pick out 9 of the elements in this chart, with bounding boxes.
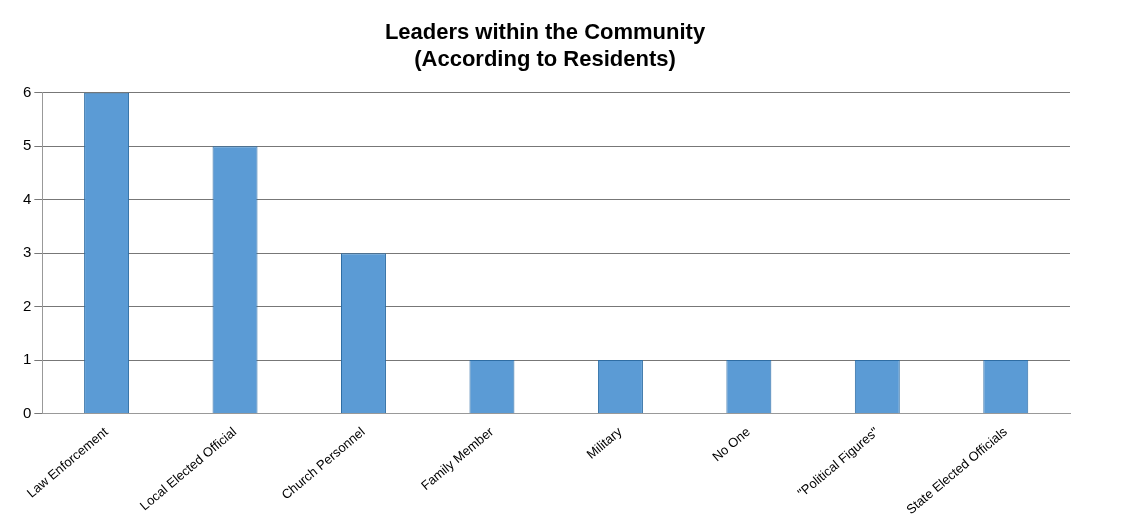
y-tick-label: 0 [23, 403, 32, 421]
y-tick-label: 5 [23, 136, 32, 154]
y-tick-label: 3 [23, 243, 32, 261]
y-tick-label: 6 [23, 82, 32, 100]
y-tick-label: 2 [23, 296, 32, 314]
y-tick-label: 4 [23, 189, 32, 207]
x-tick-label: No One [709, 423, 754, 465]
y-tick-label: 1 [23, 350, 32, 368]
chart-title: Leaders within the Community (According to Residents) [384, 19, 706, 71]
